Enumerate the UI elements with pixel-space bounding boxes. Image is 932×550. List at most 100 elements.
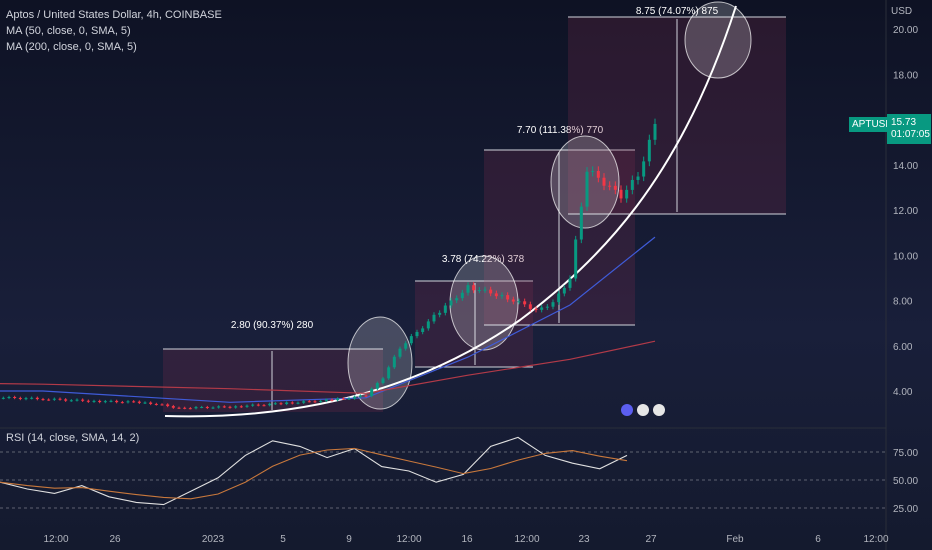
price-tick-label: 4.00: [893, 387, 913, 398]
candle-body: [341, 398, 345, 400]
candle-body: [154, 403, 158, 405]
candle-body: [160, 404, 164, 406]
candle-body: [98, 400, 102, 403]
candle-body: [619, 189, 623, 199]
candle-body: [183, 407, 187, 409]
measure-label-2: 3.78 (74.22%) 378: [442, 254, 525, 265]
candle-body: [426, 321, 430, 329]
candle-body: [313, 401, 317, 403]
candle-body: [47, 399, 51, 401]
candle-body: [211, 407, 215, 409]
candle-body: [166, 404, 170, 407]
time-tick-label: 16: [461, 534, 473, 545]
candle-body: [137, 401, 141, 403]
price-tick-label: 12.00: [893, 206, 918, 217]
candle-body: [392, 356, 396, 368]
price-tick-label: 8.00: [893, 297, 913, 308]
measure-label-1: 2.80 (90.37%) 280: [231, 320, 314, 331]
candle-body: [324, 399, 328, 401]
price-tick-label: 20.00: [893, 25, 918, 36]
candle-body: [511, 299, 515, 302]
candle-body: [432, 314, 436, 322]
candle-body: [35, 397, 39, 400]
candle-body: [336, 398, 340, 401]
rsi-tick-label: 75.00: [893, 448, 918, 459]
candle-body: [630, 179, 634, 190]
candle-body: [18, 397, 22, 399]
candle-body: [500, 295, 504, 297]
candle-body: [477, 289, 481, 291]
candle-body: [551, 302, 555, 307]
bar-countdown: 01:07:05: [891, 129, 930, 140]
price-tick-label: 14.00: [893, 161, 918, 172]
candle-body: [177, 407, 181, 409]
ma200-line: [0, 340, 656, 394]
candle-body: [608, 185, 612, 187]
candle-body: [506, 295, 510, 300]
time-tick-label: 2023: [202, 534, 225, 545]
candle-body: [472, 285, 476, 291]
rsi-pane: 75.00 50.00 25.00: [0, 436, 918, 515]
candle-body: [92, 400, 96, 402]
candle-body: [279, 403, 283, 405]
candle-body: [642, 161, 646, 177]
lightning-event-icon[interactable]: [621, 404, 633, 416]
moving-averages: [0, 236, 656, 403]
chart-title: Aptos / United States Dollar, 4h, COINBA…: [6, 9, 222, 21]
time-tick-label: 12:00: [514, 534, 539, 545]
time-tick-label: Feb: [726, 534, 744, 545]
candle-body: [625, 189, 629, 199]
candle-body: [387, 367, 391, 379]
time-tick-label: 12:00: [43, 534, 68, 545]
candle-body: [568, 278, 572, 288]
candle-body: [41, 399, 45, 401]
candle-body: [375, 383, 379, 389]
candle-body: [143, 402, 147, 404]
candle-body: [149, 402, 153, 404]
flag-event-icon[interactable]: [637, 404, 649, 416]
time-tick-label: 6: [815, 534, 821, 545]
candle-body: [268, 403, 272, 406]
candle-body: [194, 407, 198, 409]
candle-body: [557, 293, 561, 303]
candle-body: [466, 285, 470, 293]
candle-body: [574, 239, 578, 279]
candle-body: [290, 402, 294, 404]
measure-label-4: 8.75 (74.07%) 875: [636, 6, 719, 17]
highlight-circle-4[interactable]: [684, 1, 752, 79]
candle-body: [398, 348, 402, 357]
candle-body: [115, 400, 119, 403]
candle-body: [307, 401, 311, 403]
price-candles: [1, 118, 657, 410]
candle-body: [24, 398, 28, 400]
highlight-circle-3[interactable]: [550, 135, 620, 229]
candle-body: [381, 378, 385, 384]
flag-event-icon-2[interactable]: [653, 404, 665, 416]
candle-body: [409, 336, 413, 344]
candle-body: [613, 185, 617, 190]
price-tick-label: 10.00: [893, 251, 918, 262]
measure-box-1[interactable]: [163, 349, 383, 412]
candle-body: [64, 399, 68, 401]
candle-body: [438, 312, 442, 315]
chart-legend: Aptos / United States Dollar, 4h, COINBA…: [6, 7, 222, 55]
candle-body: [188, 408, 192, 410]
candle-body: [523, 301, 527, 305]
time-tick-label: 23: [578, 534, 590, 545]
candle-body: [353, 396, 357, 399]
candle-body: [489, 289, 493, 294]
candle-body: [591, 171, 595, 173]
candle-body: [528, 304, 532, 309]
rsi-ma-line: [0, 447, 628, 500]
candle-body: [13, 396, 17, 398]
highlight-circle-2[interactable]: [449, 255, 519, 351]
symbol-tag: APTUSD: [849, 117, 896, 132]
candle-body: [330, 399, 334, 401]
candle-body: [421, 328, 425, 333]
candle-body: [302, 401, 306, 403]
parabolic-curve[interactable]: [164, 5, 737, 418]
candle-body: [517, 301, 521, 303]
candle-body: [540, 307, 544, 310]
